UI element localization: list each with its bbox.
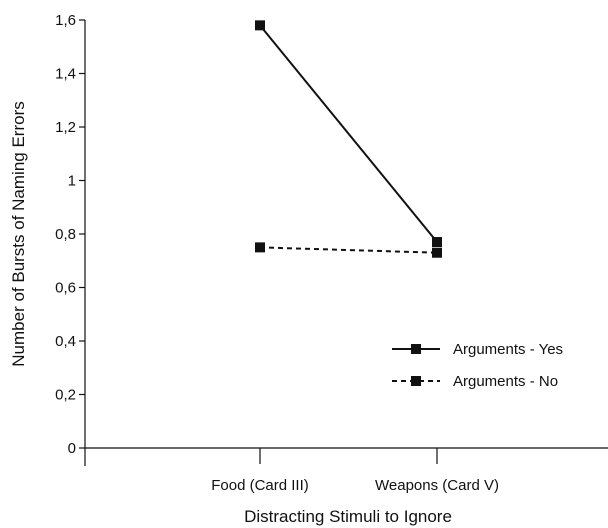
- data-point: [432, 237, 442, 248]
- y-tick-label: 0,6: [55, 280, 76, 297]
- y-tick-label: 0,4: [55, 333, 76, 350]
- x-axis: Food (Card III) Weapons (Card V): [85, 447, 608, 494]
- y-tick-label: 1,6: [55, 12, 76, 29]
- y-tick-label: 0: [68, 440, 76, 457]
- y-tick-label: 1,2: [55, 119, 76, 136]
- x-ticks: Food (Card III) Weapons (Card V): [211, 448, 499, 494]
- legend-item: Arguments - No: [392, 373, 558, 390]
- legend-item: Arguments - Yes: [392, 341, 563, 358]
- x-axis-title: Distracting Stimuli to Ignore: [244, 507, 452, 526]
- series-arguments-no: [255, 242, 442, 258]
- legend-label: Arguments - Yes: [453, 341, 563, 358]
- y-tick-label: 0,8: [55, 226, 76, 243]
- plot-series: [255, 20, 442, 258]
- legend-swatch-marker: [411, 344, 421, 354]
- y-tick-label: 1: [68, 173, 76, 190]
- data-point: [255, 20, 265, 31]
- series-line: [259, 24, 438, 243]
- legend-label: Arguments - No: [453, 373, 558, 390]
- y-tick-label: 0,2: [55, 387, 76, 404]
- legend-swatch-marker: [411, 376, 421, 386]
- y-axis: 0 0,2 0,4 0,6 0,8 1 1,2 1,4 1,6: [55, 12, 86, 466]
- x-tick-label: Weapons (Card V): [375, 477, 499, 494]
- y-tick-label: 1,4: [55, 66, 76, 83]
- series-arguments-yes: [255, 20, 442, 248]
- y-axis-title: Number of Bursts of Naming Errors: [9, 101, 28, 366]
- y-ticks: 0 0,2 0,4 0,6 0,8 1 1,2 1,4 1,6: [55, 12, 85, 457]
- x-tick-label: Food (Card III): [211, 477, 309, 494]
- legend: Arguments - Yes Arguments - No: [392, 341, 563, 390]
- data-point: [432, 247, 442, 258]
- series-line: [259, 246, 438, 254]
- data-point: [255, 242, 265, 253]
